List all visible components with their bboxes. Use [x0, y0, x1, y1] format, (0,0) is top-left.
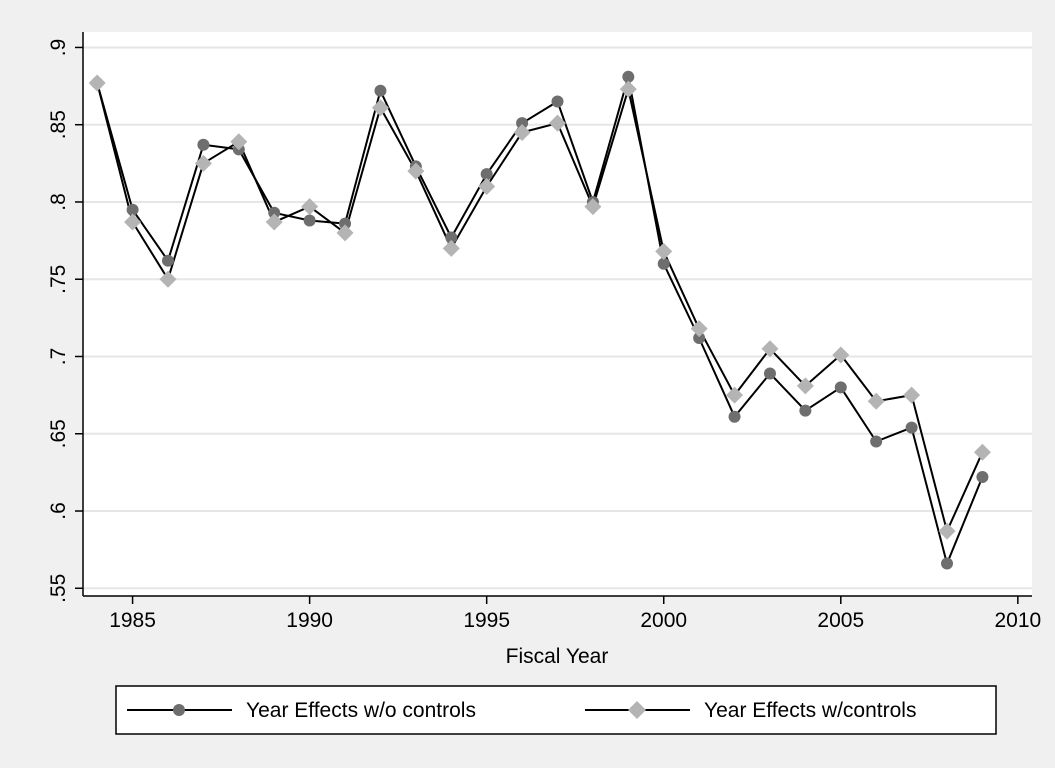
legend-label-with-controls: Year Effects w/controls: [704, 699, 916, 722]
data-point-circle: [551, 95, 564, 108]
data-point-circle: [197, 138, 210, 151]
series-line-1: [96, 82, 984, 533]
data-point-circle: [870, 435, 883, 448]
data-point-circle: [763, 367, 776, 380]
x-tick-label: 1995: [463, 609, 510, 632]
data-point-diamond: [655, 242, 673, 260]
data-point-circle: [480, 168, 493, 181]
data-point-diamond: [265, 213, 283, 231]
x-axis: 1985 1990 1995 2000 2005 2010: [109, 596, 1041, 632]
data-point-diamond: [938, 522, 956, 540]
data-point-circle: [126, 203, 139, 216]
data-point-diamond: [513, 123, 531, 141]
data-point-circle: [905, 421, 918, 434]
data-point-circle: [303, 214, 316, 227]
data-point-diamond: [973, 443, 991, 461]
data-point-diamond: [230, 133, 248, 151]
y-tick-label: .8: [47, 193, 70, 211]
y-tick-label: .75: [47, 265, 70, 294]
data-point-diamond: [478, 178, 496, 196]
legend: Year Effects w/o controls Year Effects w…: [115, 685, 997, 735]
legend-item-without-controls: Year Effects w/o controls: [127, 699, 476, 722]
y-tick-label: .55: [47, 574, 70, 603]
data-point-circle: [622, 70, 635, 83]
legend-box: [115, 685, 997, 735]
x-tick-label: 1990: [286, 609, 333, 632]
data-point-diamond: [88, 74, 106, 92]
data-point-circle: [161, 254, 174, 267]
data-point-circle: [374, 84, 387, 97]
x-tick-label: 1985: [109, 609, 156, 632]
y-tick-label: .6: [47, 502, 70, 520]
y-tick-label: .7: [47, 348, 70, 366]
data-point-diamond: [371, 99, 389, 117]
data-point-diamond: [336, 224, 354, 242]
data-point-circle: [693, 331, 706, 344]
data-point-diamond: [832, 346, 850, 364]
data-point-circle: [976, 471, 989, 484]
x-axis-label: Fiscal Year: [506, 645, 609, 668]
data-point-diamond: [619, 80, 637, 98]
data-point-diamond: [584, 198, 602, 216]
legend-label-without-controls: Year Effects w/o controls: [246, 699, 476, 722]
series-layer: [88, 70, 991, 570]
data-point-circle: [728, 410, 741, 423]
data-point-diamond: [549, 114, 566, 132]
series-line-0: [96, 75, 984, 565]
data-point-diamond: [442, 239, 460, 257]
data-point-circle: [834, 381, 847, 394]
data-point-diamond: [194, 154, 212, 172]
data-point-diamond: [124, 213, 142, 231]
data-point-circle: [339, 217, 352, 230]
y-axis: .55 .6 .65 .7 .75 .8 .85 .9: [47, 39, 83, 603]
data-point-diamond: [690, 320, 708, 338]
data-point-diamond: [761, 340, 779, 358]
data-point-diamond: [159, 270, 177, 288]
legend-item-with-controls: Year Effects w/controls: [585, 699, 916, 722]
data-point-circle: [799, 404, 812, 417]
data-point-circle: [445, 231, 458, 244]
data-point-circle: [516, 117, 529, 130]
data-point-diamond: [301, 198, 319, 216]
data-point-circle: [657, 257, 670, 270]
y-tick-label: .65: [47, 419, 70, 448]
data-point-diamond: [867, 392, 885, 410]
x-tick-label: 2010: [994, 609, 1041, 632]
y-tick-label: .9: [47, 39, 70, 57]
data-point-circle: [268, 206, 281, 219]
data-point-circle: [941, 557, 954, 570]
data-point-diamond: [407, 162, 425, 180]
legend-marker-diamond: [628, 701, 646, 719]
legend-marker-circle: [173, 704, 185, 716]
data-point-diamond: [726, 386, 744, 404]
x-tick-label: 2000: [640, 609, 687, 632]
data-point-diamond: [903, 386, 921, 404]
x-tick-label: 2005: [817, 609, 864, 632]
y-tick-label: .85: [47, 110, 70, 139]
data-point-diamond: [796, 377, 814, 395]
